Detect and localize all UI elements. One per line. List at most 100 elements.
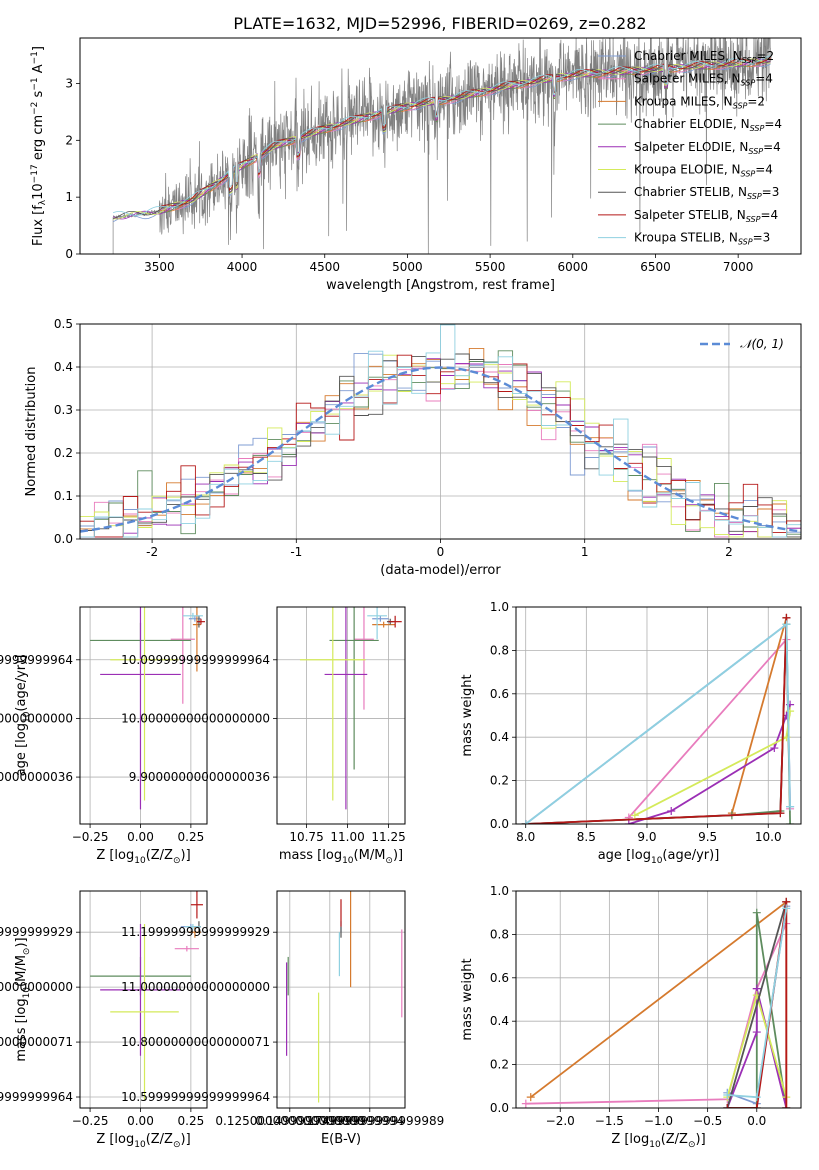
y-tick-label: 0.8 — [490, 643, 509, 657]
x-tick-label: −1.5 — [595, 1114, 624, 1128]
mass-weight-marker — [723, 1090, 732, 1099]
x-tick-label: 11.00 — [330, 830, 364, 844]
mass-weight-marker — [786, 820, 795, 824]
residual-histogram-panel: -2 -1 0 1 2 0.0 0.1 0.2 0.3 0.4 0.5 (data-model)/er… — [24, 317, 802, 578]
y-tick-label: 1.0 — [490, 600, 509, 614]
mass-weight-line — [525, 622, 791, 824]
y-tick-label: 0.2 — [490, 1058, 509, 1072]
y-tick-label: 0.0 — [490, 1101, 509, 1115]
y-axis-label: age [log10(age/yr)] — [14, 655, 32, 777]
x-axis-label: mass [log10(M/M⊙)] — [279, 848, 403, 866]
x-tick-label: 0.25 — [178, 1114, 205, 1128]
mass-age-panel: 10.75 11.00 11.25 9.90000000000000036 10.000… — [121, 606, 406, 866]
plot-area — [299, 607, 402, 810]
metallicity-mass-panel: −0.25 0.00 0.25 10.59999999999999964 10.8000… — [0, 890, 208, 1150]
y-tick-label: 11.19999999999999929 — [121, 925, 270, 939]
y-tick-label: 0.8 — [490, 927, 509, 941]
legend-entry-label: Kroupa MILES, NSSP=2 — [634, 94, 765, 110]
mass-weight-marker — [667, 806, 676, 815]
y-axis-label: mass weight — [460, 674, 475, 756]
x-axis-label: E(B-V) — [321, 1132, 361, 1147]
x-axis-label: Z [log10(Z/Z⊙)] — [96, 848, 190, 866]
x-tick-label: 0.00 — [127, 830, 154, 844]
x-tick-label: 8.5 — [577, 830, 596, 844]
mass-weight-marker — [526, 1093, 535, 1102]
x-axis-label: age [log10(age/yr)] — [598, 848, 720, 866]
figure-title: PLATE=1632, MJD=52996, FIBERID=0269, z=0… — [233, 14, 646, 33]
legend-entry-label: Kroupa STELIB, NSSP=3 — [634, 231, 770, 247]
x-axis-label: (data-model)/error — [380, 563, 501, 578]
axes-frame — [79, 323, 802, 540]
x-axis-label: Z [log10(Z/Z⊙)] — [96, 1132, 190, 1150]
x-tick-label: 0.149999999999999994 — [255, 1114, 404, 1128]
y-tick-label: 0.0 — [54, 532, 73, 546]
y-axis-label: Flux [fλ10−17 erg cm−2 s−1 A−1] — [30, 46, 48, 246]
x-tick-label: 10.0 — [755, 830, 782, 844]
x-tick-label: −0.25 — [72, 1114, 109, 1128]
y-tick-label: 10.59999999999999964 — [121, 1090, 270, 1104]
y-tick-label: 11.19999999999999929 — [0, 925, 73, 939]
y-tick-label: 1 — [65, 190, 73, 204]
legend-entry-label: Salpeter MILES, NSSP=4 — [634, 72, 773, 88]
y-axis-label: Normed distribution — [24, 367, 39, 497]
x-tick-label: 7000 — [723, 260, 754, 274]
observed-spectrum-line — [112, 38, 772, 254]
x-axis-label: Z [log10(Z/Z⊙)] — [611, 1132, 705, 1150]
mass-weight-marker — [752, 1028, 761, 1037]
x-tick-label: −1.0 — [644, 1114, 673, 1128]
x-tick-label: 8.0 — [516, 830, 535, 844]
y-tick-label: 0.2 — [54, 446, 73, 460]
mass-weight-line — [634, 711, 791, 817]
x-tick-label: −0.25 — [72, 830, 109, 844]
mass-weight-marker — [752, 1104, 761, 1108]
x-tick-label: 0.00 — [127, 1114, 154, 1128]
mass-weight-marker — [624, 820, 633, 824]
x-tick-label: 3500 — [144, 260, 175, 274]
y-tick-label: 10.09999999999999964 — [0, 653, 73, 667]
x-tick-label: 4500 — [309, 260, 340, 274]
axes-frame — [276, 890, 406, 1109]
y-tick-label: 0.1 — [54, 489, 73, 503]
axes-frame — [515, 890, 802, 1109]
normal-reference-curve — [80, 366, 801, 533]
mass-weight-marker — [782, 1104, 791, 1108]
mass-weight-marker — [770, 744, 779, 753]
ebv-mass-panel: 0.1250000000000000000.149999999999999994… — [121, 890, 444, 1147]
y-tick-label: 3 — [65, 76, 73, 90]
plot-area — [521, 613, 795, 824]
plot-area — [286, 891, 403, 1103]
x-tick-label: 6500 — [640, 260, 671, 274]
axes-frame — [79, 606, 208, 825]
mass-weight-line — [525, 923, 788, 1105]
mass-weight-marker — [782, 904, 791, 913]
mass-weight-vs-metallicity-panel: −2.0 −1.5 −1.0 −0.5 0.0 0.0 0.2 0.4 0.6 0.8 1.0 Z [… — [460, 884, 802, 1150]
x-tick-label: -2 — [146, 545, 158, 559]
y-tick-label: 10.80000000000000071 — [121, 1035, 270, 1049]
plot-area — [90, 891, 203, 1100]
model-fit-line — [112, 58, 771, 220]
y-tick-label: 0 — [65, 247, 73, 261]
y-tick-label: 0.4 — [490, 730, 509, 744]
mass-weight-marker — [786, 802, 795, 811]
legend-entry-label: Salpeter STELIB, NSSP=4 — [634, 208, 778, 224]
x-tick-label: 6000 — [558, 260, 589, 274]
plot-area — [112, 38, 772, 254]
y-tick-label: 10.80000000000000071 — [0, 1035, 73, 1049]
model-fit-line — [112, 55, 771, 216]
spectrum-panel: 3500 4000 4500 5000 5500 6000 6500 7000 0 1 2 3 wave… — [30, 37, 802, 293]
spectrum-legend: Chabrier MILES, NSSP=2 Salpeter MILES, NS… — [598, 49, 782, 247]
x-tick-label: 0.0 — [747, 1114, 766, 1128]
axes-frame — [79, 37, 802, 255]
x-tick-label: 11.25 — [371, 830, 405, 844]
mass-weight-line — [726, 901, 788, 1108]
mass-weight-marker — [630, 811, 639, 820]
y-axis-label: mass [log10(M/M⊙)] — [14, 937, 32, 1061]
plot-area — [90, 607, 205, 810]
y-tick-label: 11.00000000000000000 — [121, 980, 270, 994]
plot-area — [80, 324, 801, 539]
mass-weight-line — [628, 637, 791, 819]
x-tick-label: 0.25 — [178, 830, 205, 844]
y-tick-label: 10.00000000000000000 — [0, 711, 73, 725]
y-tick-label: 10.09999999999999964 — [121, 653, 270, 667]
